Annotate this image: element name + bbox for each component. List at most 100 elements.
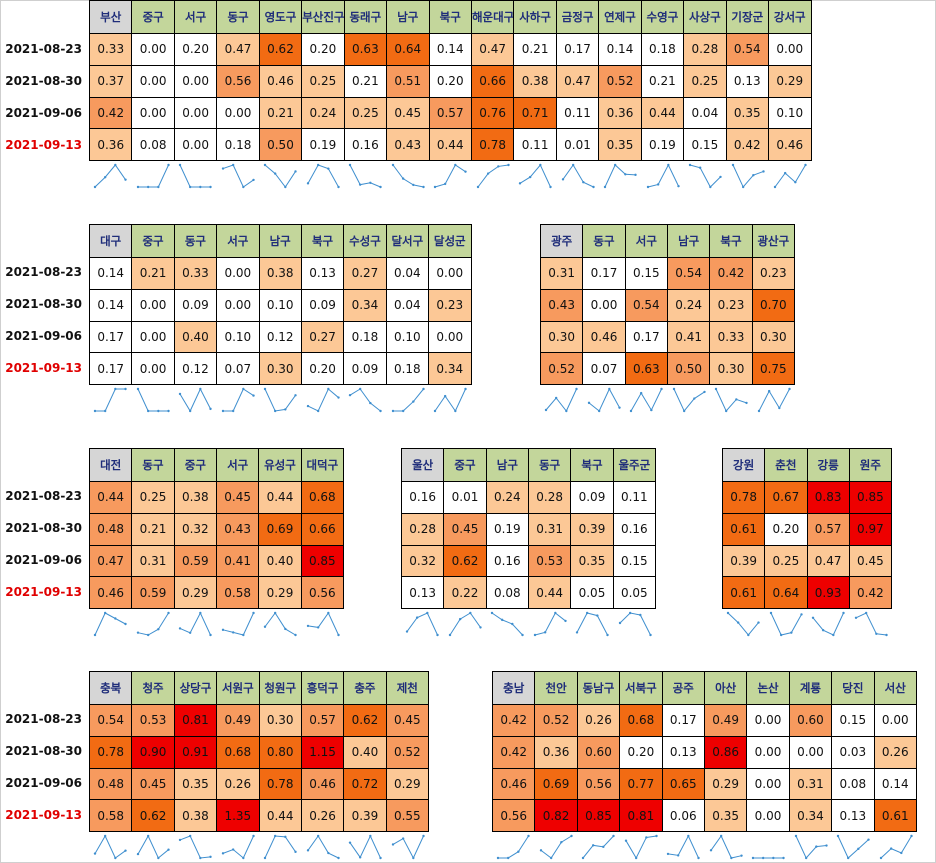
sparkline-point — [358, 183, 362, 187]
value-cell: 0.00 — [428, 320, 472, 354]
sparkline-point — [103, 409, 107, 413]
sparkline-point — [676, 854, 680, 857]
table-row: 0.47 0.31 0.59 0.41 0.40 0.85 — [88, 544, 345, 578]
table-row: 0.54 0.53 0.81 0.49 0.30 0.57 0.62 0.45 — [88, 704, 430, 737]
sparkline-point — [549, 856, 552, 860]
sparkline-line — [604, 164, 636, 188]
sparkline-point — [821, 629, 825, 632]
sparkline-point — [624, 173, 627, 176]
value-cell: 0.30 — [258, 704, 302, 737]
value-cell: 0.43 — [215, 512, 260, 546]
sparkline-line — [774, 164, 806, 188]
date-label: 2021-08-30 — [5, 74, 82, 88]
sparkline-point — [166, 409, 170, 413]
date-label: 2021-09-13 — [5, 138, 82, 152]
value-cell: 0.32 — [173, 512, 217, 546]
sparkline — [539, 834, 573, 860]
value-cell: 0.00 — [131, 64, 175, 98]
value-cell: 0.44 — [527, 576, 572, 610]
sparkline-point — [731, 163, 734, 167]
sparkline-point — [306, 849, 309, 852]
sparkline-point — [747, 633, 750, 637]
sparkline — [794, 834, 828, 860]
region-header-cell: 광주 — [539, 224, 584, 258]
value-cell: 0.41 — [215, 544, 260, 578]
gangwon-block: 강원 춘천 강릉 원주 0.78 0.67 0.83 0.85 0.61 0.20 0.57 0.97… — [721, 448, 893, 637]
value-cell: 0.52 — [539, 352, 584, 386]
region-header-cell: 부산 — [88, 0, 133, 34]
value-cell: 0.76 — [470, 96, 515, 130]
value-cell: 0.34 — [428, 352, 472, 386]
district-header-cell: 사하구 — [513, 0, 557, 34]
value-cell: 0.47 — [88, 544, 133, 578]
value-cell: 0.16 — [485, 544, 529, 578]
sparkline-point — [879, 856, 882, 860]
header-row: 부산 중구 서구 동구 영도구 부산진구 동래구 남구 북구 해운대구 사하구 금정구 연제구 수영구 사상… — [88, 0, 812, 34]
value-cell: 0.21 — [640, 64, 685, 98]
district-header-cell: 흥덕구 — [300, 671, 345, 705]
sparkline-line — [137, 612, 169, 636]
value-cell: 0.52 — [385, 735, 430, 769]
value-cell: 0.00 — [131, 96, 175, 130]
table-row: 0.33 0.00 0.20 0.47 0.62 0.20 0.63 0.64 0.14 0.47… — [88, 33, 812, 66]
sparkline-point — [326, 167, 330, 171]
sparkline-point — [687, 834, 690, 838]
value-cell: 0.14 — [873, 767, 918, 801]
value-cell: 0.09 — [570, 481, 614, 514]
value-cell: 0.69 — [534, 767, 578, 801]
table-row: 0.61 0.64 0.93 0.42 — [721, 576, 893, 610]
sparkline — [448, 611, 482, 637]
sparkline-point — [688, 163, 692, 167]
sparkline-point — [199, 185, 202, 189]
district-header-cell: 남구 — [386, 0, 430, 34]
sparkline-point — [804, 856, 807, 860]
sparkline-point — [527, 834, 530, 838]
sparkline-point — [114, 387, 117, 391]
value-cell: 0.01 — [443, 481, 487, 514]
sparkline-point — [433, 185, 437, 189]
value-cell: 0.38 — [258, 257, 302, 290]
value-cell: 0.05 — [612, 576, 657, 610]
table-row: 0.78 0.67 0.83 0.85 — [721, 481, 893, 514]
sparkline-point — [565, 409, 568, 413]
district-header-cell: 서구 — [215, 448, 260, 482]
district-header-cell: 달서구 — [385, 224, 430, 258]
sparkline-line — [434, 164, 466, 188]
sparkline — [496, 834, 530, 860]
sparkline — [93, 387, 127, 413]
value-cell: 0.07 — [216, 352, 260, 386]
value-cell: 0.60 — [788, 704, 833, 737]
table-row: 0.46 0.69 0.56 0.77 0.65 0.29 0.00 0.31 0.08 0.14 — [491, 767, 918, 801]
chungbuk-dates: 2021-08-23 2021-08-30 2021-09-06 2021-09-13 — [0, 703, 82, 831]
sparkline-point — [421, 834, 425, 838]
sparkline-point — [103, 834, 107, 838]
sparkline-point — [294, 394, 297, 397]
value-cell: 0.26 — [300, 799, 345, 833]
chungbuk-block: 충북 청주 상당구 서원구 청원구 흥덕구 충주 제천 0.54 0.53 0.81 0.49 0.30… — [88, 671, 430, 860]
value-cell: 0.13 — [400, 576, 445, 610]
sparkline-point — [846, 856, 850, 860]
sparkline-point — [794, 181, 797, 184]
sparkline-point — [783, 172, 787, 175]
value-cell: 0.53 — [131, 704, 175, 737]
sparkline-point — [634, 856, 637, 860]
value-cell: 0.29 — [385, 767, 430, 801]
value-cell: 0.17 — [661, 704, 705, 737]
sparkline-point — [899, 851, 903, 855]
value-cell: 0.17 — [555, 33, 600, 66]
sparkline-point — [178, 392, 182, 396]
value-cell: 0.56 — [216, 64, 260, 98]
table-row: 0.78 0.90 0.91 0.68 0.80 1.15 0.40 0.52 — [88, 735, 430, 769]
value-cell: 0.50 — [258, 128, 303, 162]
sparkline-point — [761, 170, 765, 173]
value-cell: 0.29 — [768, 64, 812, 98]
value-cell: 0.37 — [88, 64, 133, 98]
value-cell: 0.18 — [343, 320, 387, 354]
value-cell: 0.21 — [258, 96, 303, 130]
sparkline-point — [411, 183, 415, 187]
sparkline — [603, 163, 637, 189]
value-cell: 0.64 — [386, 33, 430, 66]
sparkline-point — [336, 633, 340, 637]
sparkline-line — [715, 388, 747, 413]
sparkline-point — [638, 613, 642, 617]
